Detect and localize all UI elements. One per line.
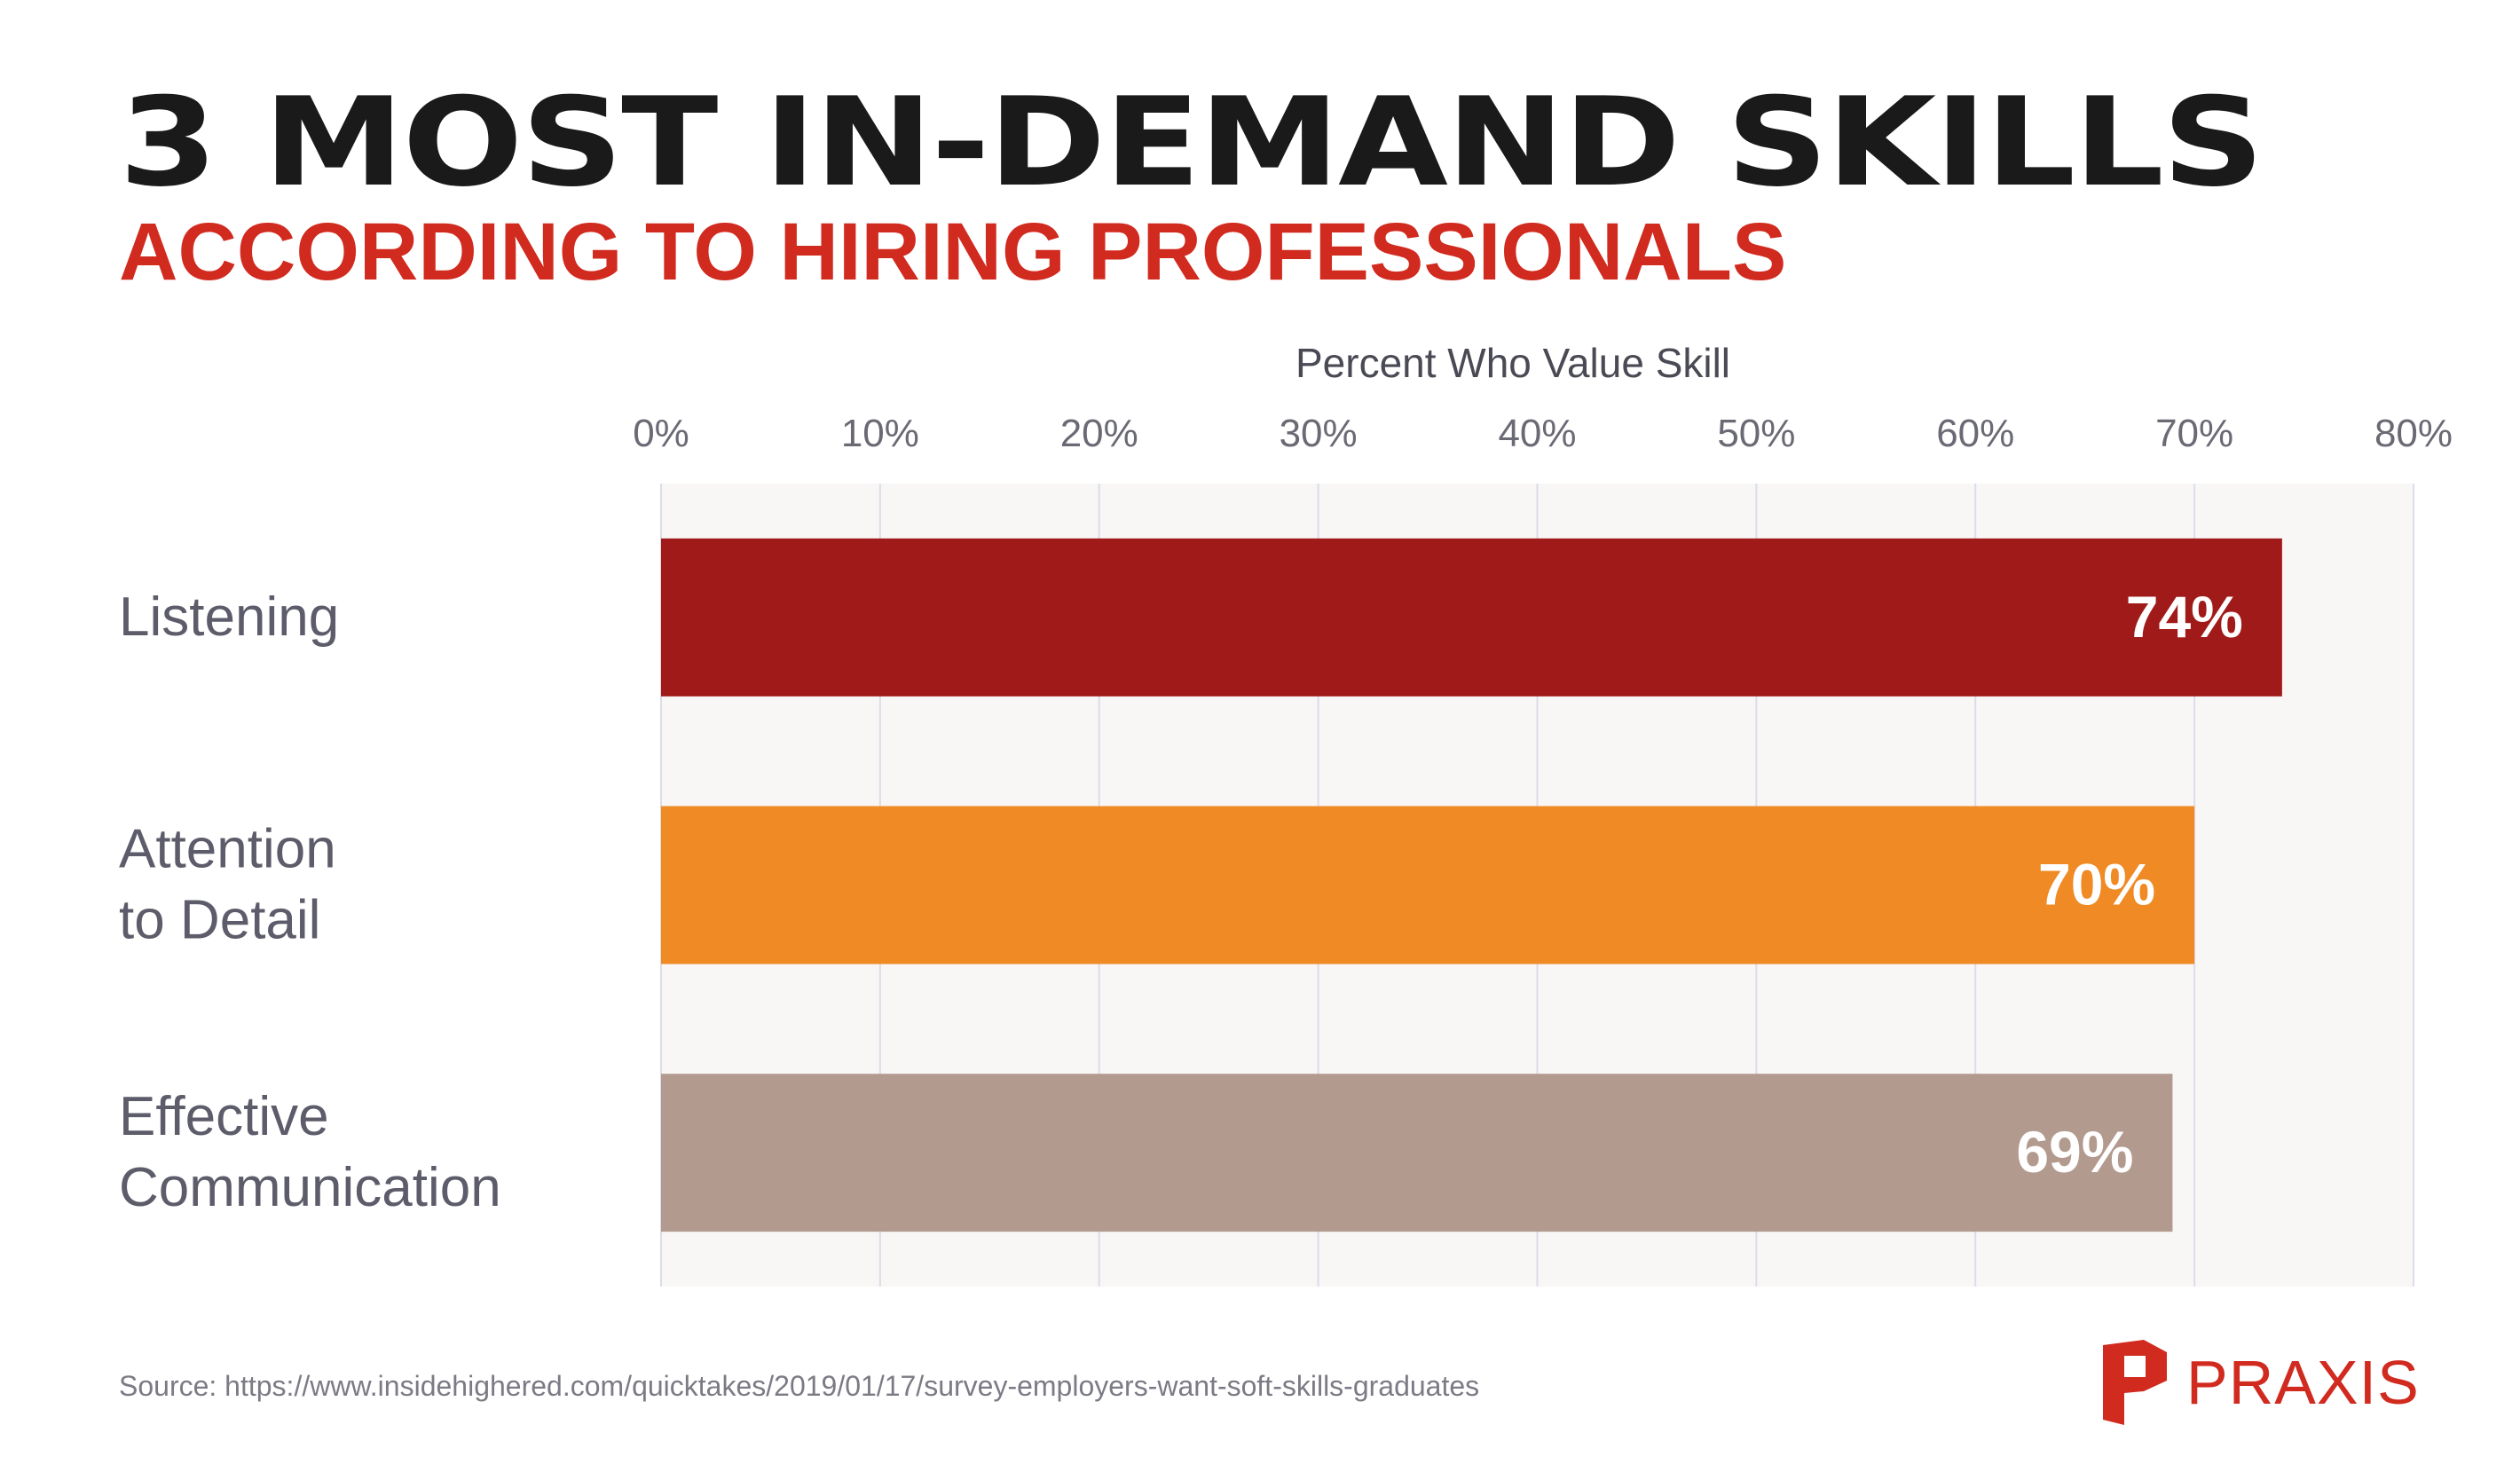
category-label: Effective Communication [119, 1086, 501, 1218]
category-label: Attention to Detail [119, 819, 336, 951]
data-label: 70% [2038, 852, 2155, 917]
praxis-logo: PRAXIS [2103, 1340, 2420, 1425]
category-label-line: Listening [119, 586, 339, 648]
data-label: 69% [2016, 1119, 2133, 1185]
bar [661, 806, 2195, 964]
category-label: Listening [119, 586, 339, 648]
x-tick-label: 40% [1498, 412, 1576, 455]
category-label-line: Communication [119, 1157, 501, 1218]
data-label: 74% [2126, 584, 2243, 649]
x-tick-label: 60% [1936, 412, 2014, 455]
x-tick-label: 80% [2374, 412, 2453, 455]
x-tick-label: 0% [633, 412, 689, 455]
x-tick-label: 10% [841, 412, 919, 455]
logo-text: PRAXIS [2186, 1348, 2420, 1417]
x-tick-label: 20% [1060, 412, 1138, 455]
x-tick-label: 30% [1280, 412, 1358, 455]
category-label-line: to Detail [119, 890, 320, 951]
bar [661, 1074, 2173, 1232]
x-axis-title: Percent Who Value Skill [1295, 340, 1731, 386]
source-note: Source: https://www.insidehighered.com/q… [119, 1370, 1480, 1402]
bar-chart: 0% 10% 20% 30% 40% 50% 60% 70% 80% 74% Listening 70… [119, 412, 2453, 1287]
chart-subtitle: ACCORDING TO HIRING PROFESSIONALS [119, 207, 1787, 297]
category-label-line: Effective [119, 1086, 329, 1147]
chart-title: 3 MOST IN-DEMAND SKILLS [119, 71, 2264, 214]
praxis-p-icon [2103, 1340, 2167, 1425]
x-tick-label: 50% [1717, 412, 1795, 455]
category-label-line: Attention [119, 819, 336, 880]
bar [661, 538, 2282, 697]
x-tick-label: 70% [2155, 412, 2233, 455]
